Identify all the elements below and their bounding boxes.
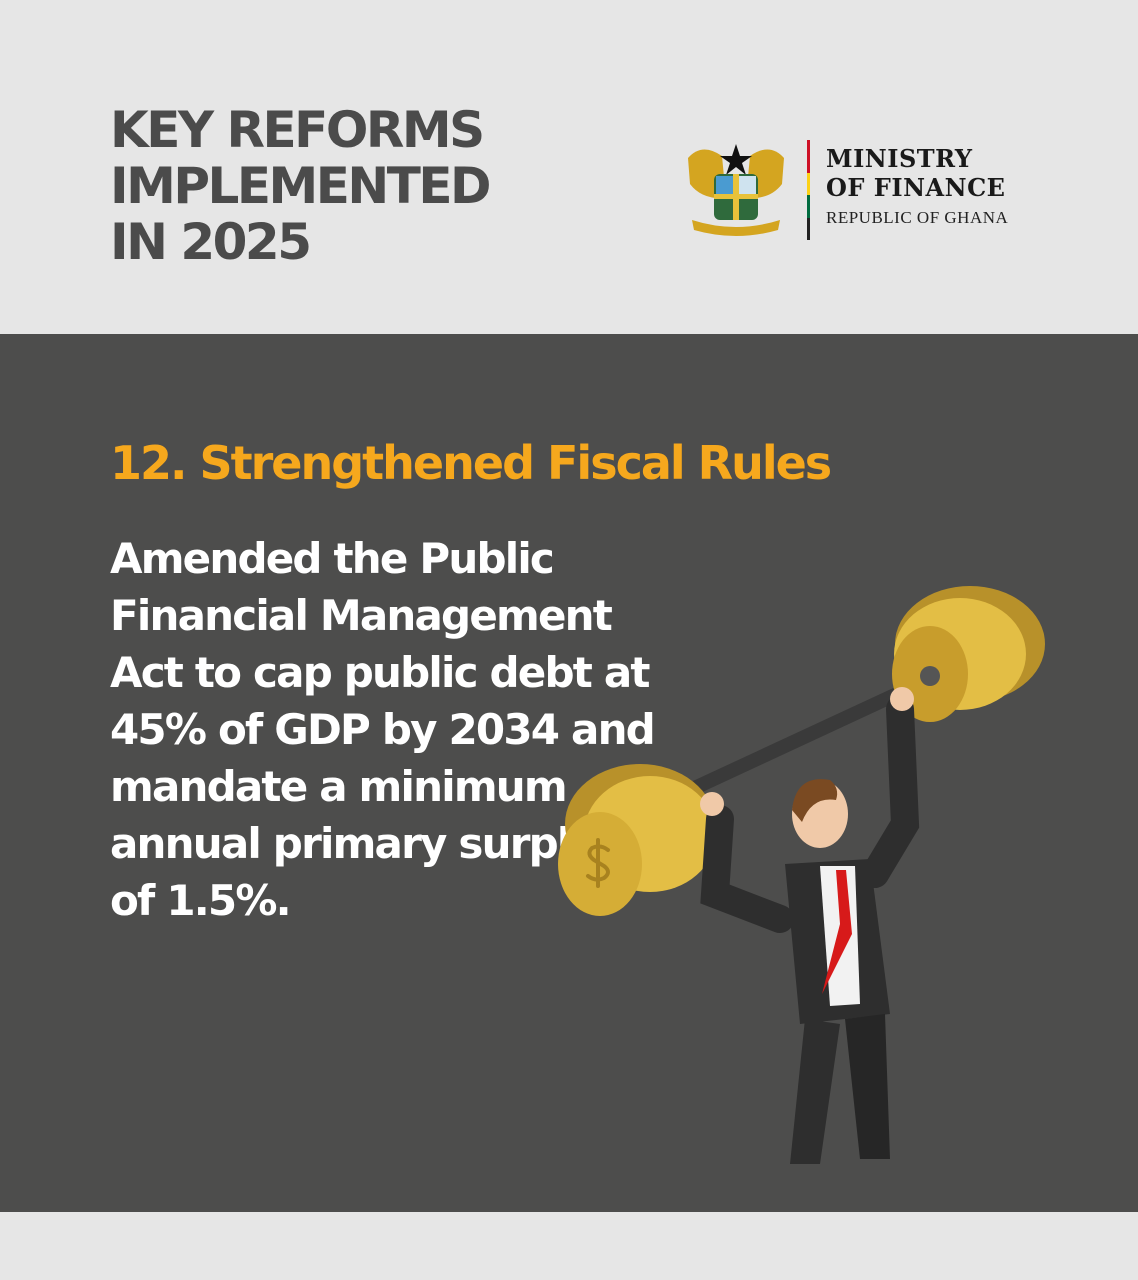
logo-text-finance: OF FINANCE: [826, 173, 1006, 202]
reform-heading: 12. Strengthened Fiscal Rules: [110, 436, 832, 490]
title-line: IN 2025: [110, 213, 312, 271]
reform-description: Amended the Public Financial Management …: [110, 534, 656, 925]
coin-stack-icon: [892, 586, 1045, 722]
logo-text-ministry: MINISTRY: [826, 144, 973, 173]
businessman-lifting-barbell-illustration: [558, 586, 1045, 1164]
title-line: KEY REFORMS: [110, 101, 485, 159]
dollar-sign-icon: [586, 838, 610, 888]
ghana-coat-of-arms-icon: [688, 144, 784, 236]
page-title: KEY REFORMS IMPLEMENTED IN 2025: [110, 101, 492, 271]
logo-text-republic: REPUBLIC OF GHANA: [826, 208, 1009, 227]
coin-stack-icon: [558, 764, 716, 916]
ministry-logo: MINISTRY OF FINANCE REPUBLIC OF GHANA: [682, 138, 1022, 242]
footer-band: [0, 1212, 1138, 1280]
title-line: IMPLEMENTED: [110, 157, 492, 215]
flag-color-divider: [807, 140, 810, 240]
header-band: KEY REFORMS IMPLEMENTED IN 2025 MINISTRY…: [0, 0, 1138, 334]
content-panel: 12. Strengthened Fiscal Rules Amended th…: [0, 334, 1138, 1212]
